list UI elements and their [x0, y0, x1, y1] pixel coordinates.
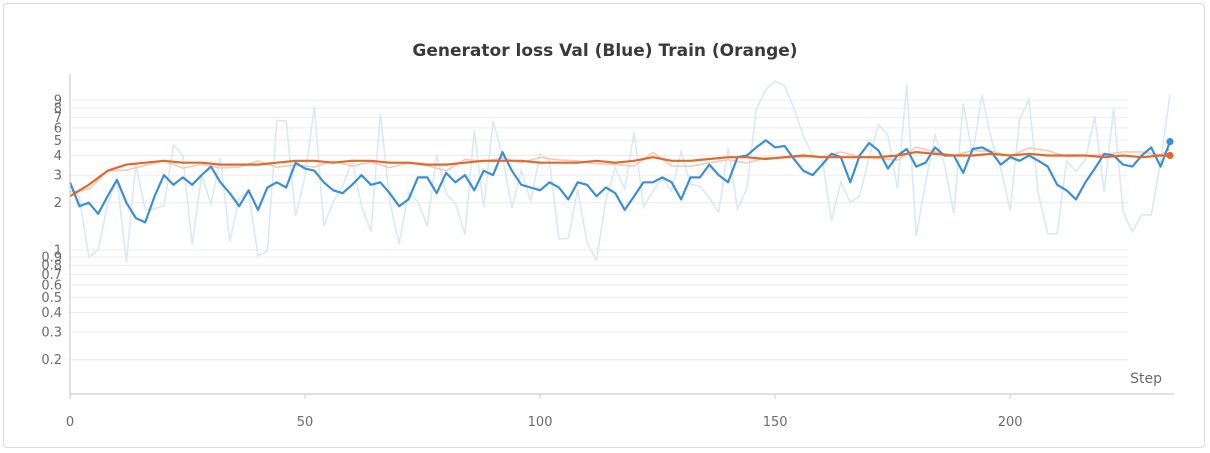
x-axis-label: Step: [1130, 371, 1162, 387]
axes: [69, 74, 1174, 395]
y-tick-label: 0.8: [41, 259, 62, 274]
raw-series: [69, 80, 1171, 263]
series-line-1[interactable]: [69, 151, 1170, 198]
y-tick-label: 7: [54, 111, 62, 126]
y-tick-label: 4: [54, 149, 62, 164]
y-tick-label: 0.7: [41, 268, 62, 283]
y-tick-label: 0.4: [41, 306, 62, 321]
y-tick-label: 0.9: [41, 251, 62, 266]
raw-line-0: [69, 80, 1171, 263]
y-tick-label: 8: [54, 102, 62, 117]
y-tick-label: 0.6: [41, 278, 62, 293]
y-tick-label: 2: [54, 196, 62, 211]
y-tick-label: 0.3: [41, 326, 62, 341]
x-tick-label: 100: [528, 415, 553, 430]
y-tick-label: 0.5: [41, 291, 62, 306]
series-end-point-1[interactable]: [1166, 151, 1174, 160]
x-tick-label: 0: [66, 415, 74, 430]
series-line-0[interactable]: [68, 139, 1172, 224]
y-tick-label: 1: [54, 244, 62, 259]
y-tick-label: 5: [54, 134, 62, 149]
x-tick-labels: 0 50 100 150 200: [66, 394, 1023, 430]
y-tick-label: 3: [54, 169, 62, 184]
x-tick-label: 50: [297, 415, 314, 430]
y-tick-label: 6: [54, 121, 62, 136]
grid-lines: [70, 99, 1128, 361]
y-tick-label: 0.2: [41, 353, 62, 368]
x-tick-label: 200: [998, 415, 1023, 430]
raw-line-1: [69, 146, 1171, 193]
chart-panel: [3, 3, 1205, 448]
smoothed-series: [68, 138, 1174, 224]
y-tick-label: 9: [54, 94, 62, 109]
chart-title: Generator loss Val (Blue) Train (Orange): [412, 41, 798, 61]
series-end-point-0[interactable]: [1166, 138, 1174, 146]
x-tick-label: 150: [763, 415, 788, 430]
